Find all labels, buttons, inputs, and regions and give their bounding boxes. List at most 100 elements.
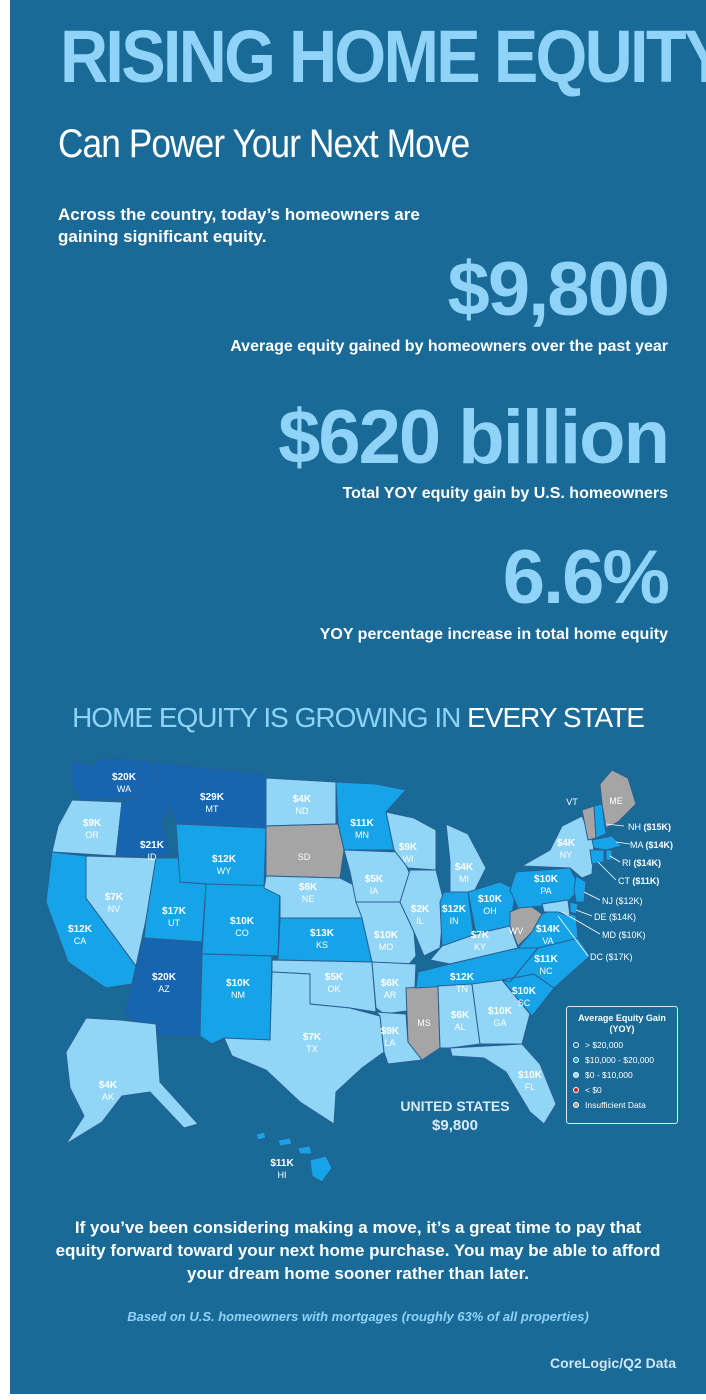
state-abbr-in: IN <box>450 916 459 926</box>
legend-label-insufficient: Insufficient Data <box>585 1100 646 1110</box>
state-abbr-nd: ND <box>296 806 309 816</box>
state-abbr-ky: KY <box>474 942 486 952</box>
state-abbr-az: AZ <box>158 984 170 994</box>
state-value-mt: $29K <box>200 792 225 803</box>
small-state-md: MD ($10K) <box>602 930 646 940</box>
legend-label-negative: < $0 <box>585 1085 602 1095</box>
small-state-ri-value: ($14K) <box>634 858 662 868</box>
state-value-wi: $9K <box>399 842 418 853</box>
state-value-il: $2K <box>411 904 430 915</box>
state-value-ak: $4K <box>99 1080 118 1091</box>
state-shape-ma <box>591 835 623 851</box>
state-shape-de <box>569 901 579 915</box>
state-abbr-ok: OK <box>327 984 340 994</box>
legend-dot-insufficient <box>573 1102 579 1108</box>
small-state-ma-value: ($14K) <box>646 840 674 850</box>
legend-item-negative: < $0 <box>573 1085 671 1095</box>
state-abbr-hi: HI <box>278 1170 287 1180</box>
intro-text: Across the country, today’s homeowners a… <box>58 205 420 246</box>
legend-item-insufficient: Insufficient Data <box>573 1100 671 1110</box>
state-value-az: $20K <box>152 972 177 983</box>
small-state-de: DE ($14K) <box>594 912 636 922</box>
state-abbr-mn: MN <box>355 830 369 840</box>
legend-item-0-10k: $0 - $10,000 <box>573 1070 671 1080</box>
small-state-dc: DC ($17K) <box>590 952 633 962</box>
state-value-oh: $10K <box>478 894 503 905</box>
main-title: RISING HOME EQUITY <box>60 15 706 98</box>
state-value-mo: $10K <box>374 930 399 941</box>
state-abbr-tn: TN <box>456 984 468 994</box>
state-shape-nv <box>85 855 157 968</box>
state-value-tx: $7K <box>303 1032 322 1043</box>
state-shape-ak <box>65 1017 199 1145</box>
state-abbr-ca: CA <box>74 936 87 946</box>
state-value-wy: $12K <box>212 854 237 865</box>
stat-total-equity-value: $620 billion <box>278 395 670 480</box>
state-abbr-tx: TX <box>306 1044 318 1054</box>
legend-label-0-10k: $0 - $10,000 <box>585 1070 633 1080</box>
callout-leaders <box>557 823 631 957</box>
state-shape-sd <box>265 823 345 879</box>
state-shape-md <box>541 899 571 917</box>
stat-total-equity-label: Total YOY equity gain by U.S. homeowners <box>342 485 668 502</box>
state-value-ky: $7K <box>471 930 490 941</box>
state-abbr-wv: WV <box>509 926 524 936</box>
legend-label-10k-20k: $10,000 - $20,000 <box>585 1055 655 1065</box>
state-shape-or <box>51 799 123 857</box>
map-heading: HOME EQUITY IS GROWING IN EVERY STATE <box>10 702 706 734</box>
small-state-ri-abbr: RI <box>622 858 631 868</box>
state-value-mn: $11K <box>350 818 374 829</box>
state-value-nd: $4K <box>293 794 312 805</box>
infographic: RISING HOME EQUITY Can Power Your Next M… <box>10 0 706 1394</box>
state-value-mi: $4K <box>455 862 474 873</box>
map-legend: Average Equity Gain (YOY) > $20,000 $10,… <box>566 1006 678 1124</box>
state-abbr-mt: MT <box>206 804 219 814</box>
state-shape-nj <box>573 875 587 903</box>
state-value-la: $9K <box>381 1026 400 1037</box>
state-abbr-wa: WA <box>117 784 131 794</box>
closing-text: If you’ve been considering making a move… <box>55 1218 661 1283</box>
small-state-labels: VT ME NH ($15K) MA ($14K) RI ($14K) CT (… <box>557 796 674 962</box>
state-abbr-id: ID <box>148 852 158 862</box>
state-value-va: $14K <box>536 924 561 935</box>
state-abbr-nv: NV <box>108 904 121 914</box>
state-abbr-ia: IA <box>370 886 379 896</box>
state-value-nc: $11K <box>534 954 558 965</box>
legend-label-over-20k: > $20,000 <box>585 1040 624 1050</box>
legend-item-10k-20k: $10,000 - $20,000 <box>573 1055 671 1065</box>
us-total-value: $9,800 <box>432 1117 478 1134</box>
state-value-nm: $10K <box>226 978 251 989</box>
state-shape-fl <box>449 1043 557 1125</box>
state-abbr-nm: NM <box>231 990 245 1000</box>
state-shape-ct <box>589 849 605 865</box>
state-shape-hi-2 <box>277 1137 293 1147</box>
state-value-or: $9K <box>83 818 102 829</box>
state-value-id: $21K <box>140 840 165 851</box>
state-value-ny: $4K <box>557 838 576 849</box>
state-value-in: $12K <box>442 904 467 915</box>
map-heading-part1: HOME EQUITY IS GROWING IN <box>72 702 461 733</box>
state-value-pa: $10K <box>534 874 559 885</box>
state-shape-la <box>374 1011 423 1065</box>
small-state-nj: NJ ($12K) <box>602 896 643 906</box>
state-abbr-ga: GA <box>493 1018 506 1028</box>
state-shape-ri <box>605 849 613 861</box>
state-value-ut: $17K <box>162 906 187 917</box>
state-value-ca: $12K <box>68 924 93 935</box>
state-shape-il <box>399 869 445 957</box>
state-value-tn: $12K <box>450 972 475 983</box>
state-abbr-sc: SC <box>518 998 531 1008</box>
legend-title: Average Equity Gain (YOY) <box>578 1013 666 1034</box>
state-abbr-mo: MO <box>379 942 394 952</box>
stat-average-equity-value: $9,800 <box>447 247 670 332</box>
state-abbr-ny: NY <box>560 850 573 860</box>
legend-dot-10k-20k <box>573 1057 579 1063</box>
state-abbr-il: IL <box>416 916 424 926</box>
legend-item-over-20k: > $20,000 <box>573 1040 671 1050</box>
state-value-nv: $7K <box>105 892 124 903</box>
stat-percentage-value: 6.6% <box>502 535 670 620</box>
stat-average-equity-label: Average equity gained by homeowners over… <box>230 338 668 355</box>
state-shape-hi-1 <box>255 1131 267 1141</box>
